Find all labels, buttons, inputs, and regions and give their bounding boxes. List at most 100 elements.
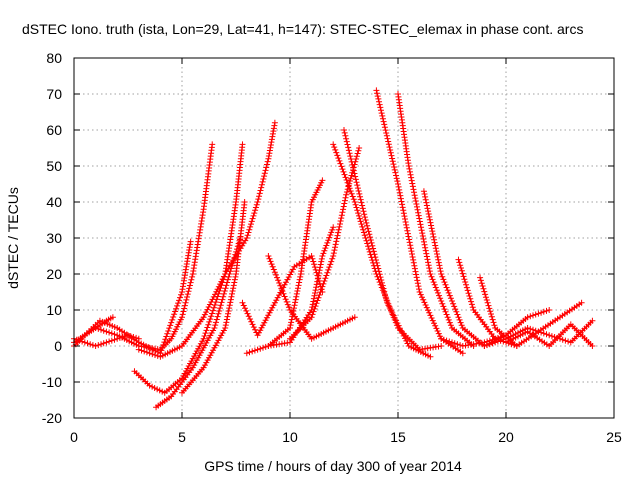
data-point xyxy=(318,255,325,262)
data-point xyxy=(349,161,356,168)
data-point xyxy=(354,207,361,214)
data-point xyxy=(328,229,335,236)
data-point xyxy=(480,285,487,292)
data-point xyxy=(424,256,431,263)
data-point xyxy=(361,214,368,221)
data-point xyxy=(204,324,211,331)
data-point xyxy=(548,333,555,340)
data-point xyxy=(395,181,401,187)
data-point xyxy=(288,316,295,323)
data-point xyxy=(490,319,497,326)
data-point xyxy=(214,313,221,320)
data-point xyxy=(443,337,450,344)
data-point xyxy=(380,285,387,292)
data-point xyxy=(274,274,281,281)
series-arc6 xyxy=(153,235,244,411)
data-point xyxy=(281,293,288,300)
data-point xyxy=(343,189,350,196)
data-point xyxy=(247,316,254,322)
data-point xyxy=(398,198,405,205)
data-point xyxy=(159,388,166,395)
data-point xyxy=(408,177,415,184)
data-point xyxy=(95,342,102,349)
data-point xyxy=(79,338,86,345)
data-point xyxy=(217,281,224,288)
y-tick-label: -10 xyxy=(42,374,62,390)
data-point xyxy=(282,279,289,286)
data-point xyxy=(418,224,425,231)
data-point xyxy=(409,251,416,258)
data-point xyxy=(149,351,156,358)
data-point xyxy=(369,242,376,249)
data-point xyxy=(381,124,388,131)
data-point xyxy=(422,244,429,251)
data-point xyxy=(373,256,380,263)
data-point xyxy=(407,242,414,249)
data-point xyxy=(446,319,453,326)
data-point xyxy=(342,174,349,181)
data-point xyxy=(230,285,237,292)
data-point xyxy=(232,273,239,280)
data-point xyxy=(224,313,231,320)
data-point xyxy=(271,269,278,276)
data-point xyxy=(393,317,400,324)
data-point xyxy=(355,212,362,219)
data-point xyxy=(314,275,321,282)
data-point xyxy=(249,321,256,328)
data-point xyxy=(186,282,193,289)
data-point xyxy=(333,235,340,242)
data-point xyxy=(327,261,334,268)
data-point xyxy=(403,221,410,228)
data-point xyxy=(438,298,445,304)
data-point xyxy=(423,250,430,257)
data-point xyxy=(414,206,421,213)
data-point xyxy=(386,144,393,151)
data-point xyxy=(334,152,341,159)
data-point xyxy=(384,135,391,142)
data-point xyxy=(336,157,343,164)
data-point xyxy=(426,265,433,272)
data-point xyxy=(111,331,118,338)
data-point xyxy=(419,233,426,240)
data-point xyxy=(138,347,145,354)
data-point xyxy=(401,213,408,220)
data-point xyxy=(289,310,296,317)
series-arc3 xyxy=(71,238,194,357)
data-point xyxy=(188,276,195,283)
x-tick-label: 5 xyxy=(178,429,186,445)
data-point xyxy=(223,316,230,323)
data-point xyxy=(154,352,161,359)
data-point xyxy=(226,305,233,312)
data-point xyxy=(321,247,328,254)
data-point xyxy=(290,307,297,314)
data-point xyxy=(432,322,439,329)
grid xyxy=(74,58,614,418)
data-point xyxy=(230,282,237,289)
data-point xyxy=(431,236,438,243)
data-point xyxy=(251,210,258,217)
data-point xyxy=(438,271,445,277)
data-point xyxy=(308,253,315,259)
data-point xyxy=(221,288,228,295)
data-point xyxy=(186,285,193,292)
data-point xyxy=(243,350,250,357)
data-point xyxy=(426,213,433,220)
data-point xyxy=(367,236,374,243)
data-point xyxy=(222,285,229,292)
y-tick-label: 60 xyxy=(46,122,62,138)
data-point xyxy=(273,297,280,304)
data-point xyxy=(389,158,396,165)
data-point xyxy=(497,337,504,344)
data-point xyxy=(313,284,320,291)
data-point xyxy=(414,277,421,284)
data-point xyxy=(339,209,346,216)
data-point xyxy=(394,178,401,185)
data-point xyxy=(354,182,361,189)
data-point xyxy=(416,215,423,222)
data-point xyxy=(429,231,436,238)
data-point xyxy=(146,350,153,357)
data-point xyxy=(325,266,332,273)
data-point xyxy=(224,276,231,283)
data-point xyxy=(231,279,238,286)
data-point xyxy=(454,341,461,348)
